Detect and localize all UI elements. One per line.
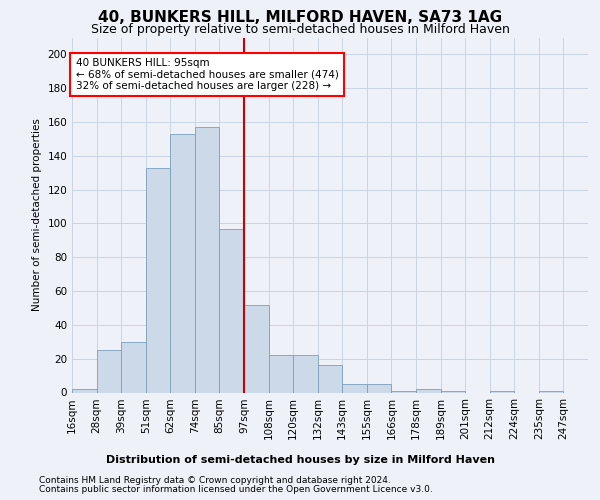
Text: 40 BUNKERS HILL: 95sqm
← 68% of semi-detached houses are smaller (474)
32% of se: 40 BUNKERS HILL: 95sqm ← 68% of semi-det…	[76, 58, 338, 91]
Bar	[416, 389, 440, 392]
Bar	[293, 356, 318, 393]
Bar	[318, 366, 342, 392]
Text: Contains public sector information licensed under the Open Government Licence v3: Contains public sector information licen…	[39, 485, 433, 494]
Text: Distribution of semi-detached houses by size in Milford Haven: Distribution of semi-detached houses by …	[106, 455, 494, 465]
Bar	[367, 384, 391, 392]
Bar	[244, 304, 269, 392]
Bar	[539, 391, 563, 392]
Bar	[97, 350, 121, 393]
Text: Size of property relative to semi-detached houses in Milford Haven: Size of property relative to semi-detach…	[91, 22, 509, 36]
Bar	[490, 391, 514, 392]
Bar	[220, 228, 244, 392]
Y-axis label: Number of semi-detached properties: Number of semi-detached properties	[32, 118, 42, 312]
Text: 40, BUNKERS HILL, MILFORD HAVEN, SA73 1AG: 40, BUNKERS HILL, MILFORD HAVEN, SA73 1A…	[98, 10, 502, 25]
Bar	[170, 134, 195, 392]
Bar	[146, 168, 170, 392]
Text: Contains HM Land Registry data © Crown copyright and database right 2024.: Contains HM Land Registry data © Crown c…	[39, 476, 391, 485]
Bar	[440, 391, 465, 392]
Bar	[195, 127, 220, 392]
Bar	[269, 356, 293, 393]
Bar	[342, 384, 367, 392]
Bar	[391, 391, 416, 392]
Bar	[121, 342, 146, 392]
Bar	[72, 389, 97, 392]
